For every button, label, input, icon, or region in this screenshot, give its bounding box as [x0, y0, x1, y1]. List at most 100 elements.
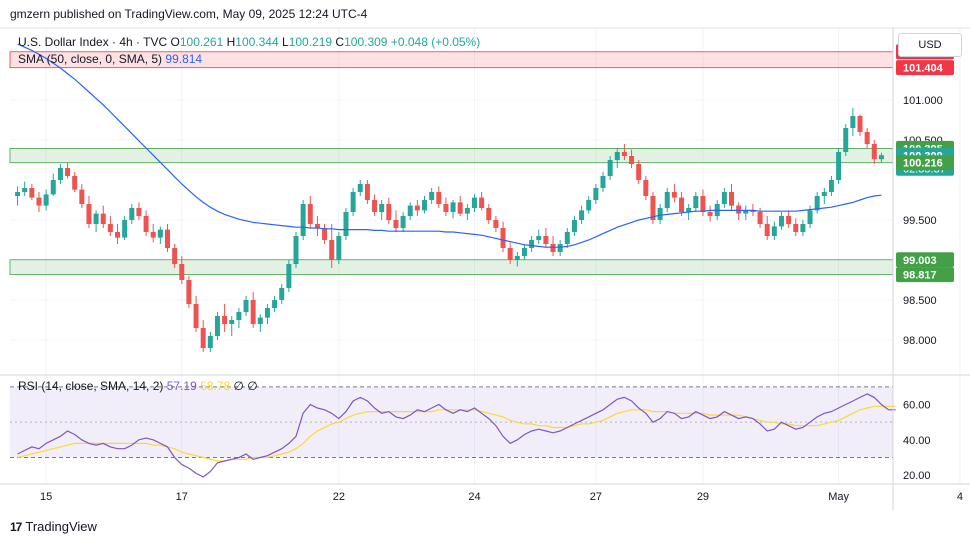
candle-body — [200, 328, 206, 348]
time-tick-label: 27 — [590, 491, 602, 503]
rsi-value: 57.19 — [166, 379, 197, 393]
high-label: H — [226, 35, 236, 49]
candle-body — [229, 320, 235, 324]
footer-brand[interactable]: 17 TradingView — [10, 519, 97, 534]
candle-body — [336, 236, 342, 260]
candle-body — [793, 224, 799, 232]
candle-body — [536, 236, 542, 240]
candle-body — [443, 204, 449, 212]
candle-body — [671, 192, 677, 198]
rsi-tick-label: 20.00 — [903, 470, 931, 482]
time-tick-label: 15 — [40, 491, 52, 503]
candle-body — [600, 176, 606, 188]
candle-body — [871, 144, 877, 160]
candle-body — [586, 200, 592, 211]
candle-body — [486, 208, 492, 220]
candle-body — [721, 192, 727, 204]
candle-body — [257, 317, 263, 324]
candle-body — [243, 300, 249, 312]
candle-body — [850, 116, 856, 128]
price-tick-label: 101.000 — [903, 95, 943, 107]
price-tick-label: 98.500 — [903, 295, 937, 307]
rsi-tick-label: 40.00 — [903, 435, 931, 447]
candle-body — [814, 196, 820, 211]
candle-body — [800, 224, 806, 232]
low-label: L — [282, 35, 289, 49]
candle-body — [329, 240, 335, 260]
open-label: O — [170, 35, 180, 49]
sma-path — [17, 43, 882, 248]
candle-body — [157, 229, 163, 238]
price-tick-label: 98.000 — [903, 335, 937, 347]
candle-body — [214, 316, 220, 336]
candle-body — [343, 212, 349, 236]
sma-legend[interactable]: SMA (50, close, 0, SMA, 5) 99.814 — [18, 52, 202, 66]
candle-body — [743, 210, 749, 214]
candle-body — [57, 168, 63, 180]
candle-body — [679, 197, 685, 212]
candle-body — [643, 180, 649, 196]
price-tag-bg — [896, 267, 954, 283]
candle-body — [143, 216, 149, 232]
support-resistance-zones — [9, 51, 894, 276]
candle-body — [350, 192, 356, 212]
candle-body — [664, 192, 670, 208]
rsi-legend[interactable]: RSI (14, close, SMA, 14, 2) 57.19 58.78 … — [18, 379, 258, 393]
price-tag-bg — [896, 60, 954, 76]
candle-body — [250, 300, 256, 324]
rsi-pane — [10, 386, 896, 478]
candle-body — [136, 208, 142, 216]
price-tag-text: 99.003 — [903, 255, 937, 267]
candle-body — [322, 228, 328, 240]
rsi-ma-value: 58.78 — [200, 379, 231, 393]
price-tick-label: 99.500 — [903, 215, 937, 227]
candle-body — [457, 202, 463, 214]
candle-body — [707, 212, 713, 216]
tradingview-logo-icon: 17 — [10, 519, 22, 534]
close-value: 100.309 — [344, 35, 388, 49]
candle-body — [650, 196, 656, 220]
currency-selector[interactable]: USD — [898, 33, 962, 57]
candle-body — [414, 205, 420, 211]
candle-body — [100, 213, 106, 224]
candle-body — [771, 226, 777, 236]
rsi-path — [17, 393, 896, 478]
candle-body — [179, 264, 185, 280]
candle-body — [843, 128, 849, 152]
candle-body — [393, 220, 399, 228]
rsi-label: RSI (14, close, SMA, 14, 2) — [18, 379, 164, 393]
candle-body — [607, 160, 613, 176]
candle-body — [693, 196, 699, 208]
candle-body — [807, 210, 813, 224]
publisher-line: gmzern published on TradingView.com, May… — [10, 7, 368, 21]
brand-label: TradingView — [25, 519, 97, 534]
candle-body — [729, 192, 735, 206]
candle-body — [186, 280, 192, 304]
candle-body — [821, 192, 827, 196]
candle-body — [272, 300, 278, 308]
candle-body — [236, 312, 242, 320]
candle-body — [386, 204, 392, 220]
candle-body — [407, 205, 413, 216]
candle-body — [300, 204, 306, 236]
price-tag-bg — [896, 252, 954, 268]
time-tick-label: 17 — [176, 491, 188, 503]
candle-body — [364, 184, 370, 200]
candle-body — [529, 240, 535, 248]
candle-body — [657, 208, 663, 220]
axes: 101.000100.50099.50098.50098.00015172224… — [0, 27, 970, 510]
symbol-label[interactable]: U.S. Dollar Index · 4h · TVC — [18, 35, 168, 49]
candle-body — [550, 244, 556, 252]
candle-body — [557, 244, 563, 252]
candle-body — [372, 200, 378, 212]
time-tick-label: 24 — [468, 491, 480, 503]
candle-body — [286, 264, 292, 288]
candle-body — [122, 220, 128, 238]
rsi-tick-label: 60.00 — [903, 400, 931, 412]
candlestick-series — [15, 108, 884, 352]
candle-body — [222, 316, 228, 324]
candle-body — [150, 232, 156, 238]
candle-body — [79, 189, 85, 204]
ohlc-legend: U.S. Dollar Index · 4h · TVC O100.261 H1… — [18, 35, 480, 49]
